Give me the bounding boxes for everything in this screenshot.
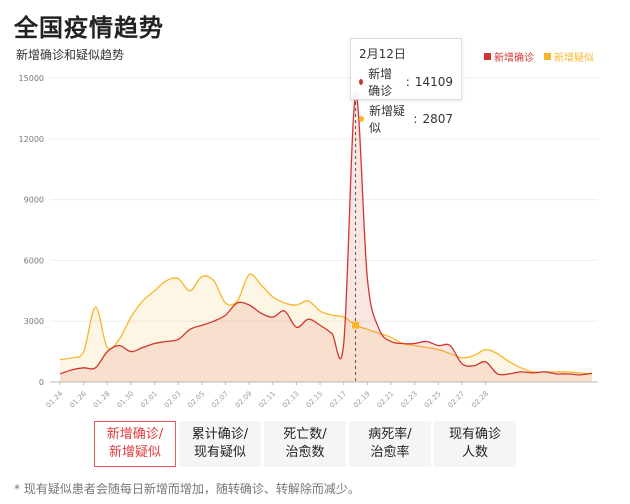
x-tick-label: 02.25 bbox=[423, 390, 443, 410]
x-tick-label: 02.01 bbox=[139, 390, 159, 410]
legend-swatch-suspected bbox=[544, 53, 551, 60]
data-point-suspected-highlight bbox=[352, 321, 360, 329]
y-tick-label: 6000 bbox=[24, 256, 44, 265]
series-area-suspected bbox=[60, 274, 592, 382]
legend-item-suspected[interactable]: 新增疑似 bbox=[544, 49, 594, 64]
x-tick-label: 02.11 bbox=[257, 390, 277, 410]
metric-tabs: 新增确诊/ 新增疑似 累计确诊/ 现有疑似 死亡数/ 治愈数 病死率/ 治愈率 … bbox=[94, 421, 516, 467]
x-tick-label: 01.26 bbox=[68, 389, 88, 409]
y-tick-label: 9000 bbox=[24, 196, 44, 205]
x-tick-label: 02.03 bbox=[163, 390, 183, 410]
tooltip-date: 2月12日 bbox=[359, 47, 406, 61]
x-tick-label: 02.23 bbox=[399, 390, 419, 410]
x-tick-label: 02.13 bbox=[281, 390, 301, 410]
tab-cumulative-confirmed[interactable]: 累计确诊/ 现有疑似 bbox=[179, 421, 261, 467]
x-tick-label: 02.27 bbox=[447, 390, 467, 410]
legend-item-confirmed[interactable]: 新增确诊 bbox=[484, 49, 534, 64]
x-tick-label: 02.09 bbox=[234, 390, 254, 410]
x-tick-label: 01.28 bbox=[92, 390, 112, 410]
y-tick-label: 3000 bbox=[24, 317, 44, 326]
page-title: 全国疫情趋势 bbox=[14, 14, 164, 42]
tab-label-line2: 现有疑似 bbox=[193, 445, 246, 460]
y-tick-label: 0 bbox=[39, 378, 44, 387]
chart-legend: 新增确诊 新增疑似 bbox=[484, 49, 594, 64]
tab-label-line2: 人数 bbox=[461, 445, 488, 460]
trend-chart[interactable]: 0 3000 6000 9000 12000 15000 01.24 01.26 01.28 01… bbox=[0, 0, 630, 420]
x-tick-label: 02.21 bbox=[376, 390, 396, 410]
tooltip-value-confirmed: 14109 bbox=[414, 75, 453, 89]
tab-deaths-cured[interactable]: 死亡数/ 治愈数 bbox=[264, 421, 346, 467]
legend-label-suspected: 新增疑似 bbox=[554, 53, 594, 64]
tab-fatality-cure-rate[interactable]: 病死率/ 治愈率 bbox=[349, 421, 431, 467]
x-tick-label: 02.07 bbox=[210, 390, 230, 410]
tooltip-row-suspected: 新增疑似:2807 bbox=[359, 102, 453, 136]
chart-tooltip: 2月12日 新增确诊:14109 新增疑似:2807 bbox=[350, 38, 462, 135]
tab-label-line1: 累计确诊/ bbox=[191, 427, 249, 442]
x-tick-label: 02.19 bbox=[352, 390, 372, 410]
x-tick-label: 02.15 bbox=[305, 390, 325, 410]
chart-subtitle: 新增确诊和疑似趋势 bbox=[16, 48, 125, 62]
series-area-confirmed bbox=[60, 95, 592, 383]
tab-label-line1: 病死率/ bbox=[368, 427, 412, 442]
x-tick-label: 01.24 bbox=[45, 389, 65, 409]
tooltip-dot-confirmed bbox=[359, 79, 364, 85]
tooltip-label-suspected: 新增疑似 bbox=[368, 104, 405, 135]
tab-new-confirmed-suspected[interactable]: 新增确诊/ 新增疑似 bbox=[94, 421, 176, 467]
legend-swatch-confirmed bbox=[484, 53, 491, 60]
series-line-confirmed bbox=[59, 95, 593, 376]
tab-label-line1: 现有确诊 bbox=[448, 427, 501, 442]
tooltip-value-suspected: 2807 bbox=[422, 112, 453, 126]
tab-label-line2: 治愈数 bbox=[285, 445, 325, 460]
x-tick-label: 02.17 bbox=[328, 390, 348, 410]
series-line-suspected bbox=[59, 273, 593, 375]
footnote: * 现有疑似患者会随每日新增而增加，随转确诊、转解除而减少。 bbox=[14, 482, 360, 496]
legend-label-confirmed: 新增确诊 bbox=[494, 53, 534, 64]
tab-label-line1: 死亡数/ bbox=[283, 427, 327, 442]
tab-label-line2: 新增疑似 bbox=[108, 445, 161, 460]
tooltip-row-confirmed: 新增确诊:14109 bbox=[359, 65, 453, 99]
x-tick-label: 02.28 bbox=[470, 390, 490, 410]
tab-current-confirmed[interactable]: 现有确诊 人数 bbox=[434, 421, 516, 467]
x-tick-label: 01.30 bbox=[116, 390, 136, 410]
x-tick-label: 02.05 bbox=[186, 390, 206, 410]
y-tick-label: 12000 bbox=[19, 135, 44, 144]
y-tick-label: 15000 bbox=[19, 74, 44, 83]
tab-label-line2: 治愈率 bbox=[370, 445, 410, 460]
tooltip-label-confirmed: 新增确诊 bbox=[368, 67, 393, 98]
tab-label-line1: 新增确诊/ bbox=[106, 427, 164, 442]
tooltip-dot-suspected bbox=[359, 116, 364, 122]
